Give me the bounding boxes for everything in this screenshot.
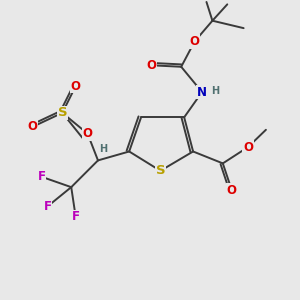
Text: O: O bbox=[71, 80, 81, 93]
Text: S: S bbox=[58, 106, 67, 119]
Text: H: H bbox=[211, 86, 219, 96]
Text: O: O bbox=[243, 140, 253, 154]
Text: H: H bbox=[99, 144, 107, 154]
Text: S: S bbox=[156, 164, 165, 177]
Text: O: O bbox=[190, 35, 200, 48]
Text: F: F bbox=[38, 170, 46, 183]
Text: O: O bbox=[82, 127, 93, 140]
Text: F: F bbox=[44, 200, 52, 213]
Text: O: O bbox=[146, 59, 157, 72]
Text: N: N bbox=[197, 85, 207, 98]
Text: O: O bbox=[28, 120, 38, 133]
Text: O: O bbox=[227, 184, 237, 196]
Text: F: F bbox=[72, 210, 80, 224]
